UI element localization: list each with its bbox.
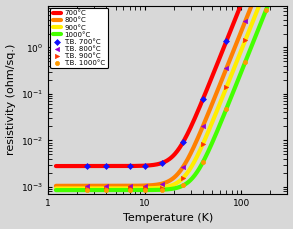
T.B. 1000°C [127,188,132,192]
1000°C [54,189,58,191]
800°C [179,169,182,172]
T.B. 1000°C [201,160,205,164]
Y-axis label: resistivity (ohm/sq.): resistivity (ohm/sq.) [6,44,16,155]
T.B. 900°C [142,187,147,190]
T.B. 700°C [224,39,229,43]
Line: 1000°C: 1000°C [56,0,286,190]
T.B. 900°C [84,187,89,190]
1000°C [243,63,246,65]
1000°C [191,176,195,179]
T.B. 800°C [142,184,147,187]
T.B. 800°C [243,19,248,23]
900°C [165,185,168,188]
700°C [191,121,195,124]
1000°C [179,185,182,188]
700°C [165,159,168,162]
700°C [179,145,182,148]
T.B. 800°C [224,67,229,70]
T.B. 700°C [127,164,132,168]
T.B. 800°C [181,165,185,169]
T.B. 1000°C [243,60,248,63]
T.B. 1000°C [224,107,229,111]
T.B. 1000°C [264,8,268,12]
T.B. 900°C [159,186,164,189]
T.B. 800°C [159,182,164,185]
T.B. 900°C [127,187,132,190]
900°C [163,186,167,188]
Legend: 700°C, 800°C, 900°C, 1000°C, T.B. 700°C, T.B. 800°C, T.B. 900°C, T.B. 1000°C: 700°C, 800°C, 900°C, 1000°C, T.B. 700°C,… [50,8,108,68]
T.B. 700°C [159,161,164,165]
T.B. 1000°C [181,184,185,187]
Line: 800°C: 800°C [56,0,286,186]
800°C [243,22,246,25]
T.B. 900°C [104,187,109,190]
800°C [163,181,167,184]
1000°C [165,188,168,191]
Line: 900°C: 900°C [56,0,286,188]
T.B. 900°C [224,86,229,89]
T.B. 800°C [127,184,132,188]
T.B. 700°C [84,164,89,168]
1000°C [163,188,167,191]
T.B. 900°C [181,176,185,180]
T.B. 700°C [181,140,185,144]
700°C [54,165,58,167]
900°C [54,187,58,190]
T.B. 1000°C [84,188,89,192]
800°C [54,185,58,187]
T.B. 700°C [201,97,205,101]
T.B. 800°C [201,124,205,128]
T.B. 900°C [243,38,248,42]
800°C [165,181,168,183]
900°C [243,41,246,44]
700°C [163,160,167,163]
T.B. 700°C [104,164,109,168]
Line: 700°C: 700°C [56,0,286,166]
900°C [191,163,195,166]
T.B. 1000°C [142,188,147,192]
T.B. 1000°C [159,188,164,192]
T.B. 900°C [201,142,205,146]
T.B. 700°C [142,164,147,167]
T.B. 800°C [104,184,109,188]
800°C [191,147,195,150]
T.B. 1000°C [104,188,109,192]
T.B. 800°C [84,184,89,188]
X-axis label: Temperature (K): Temperature (K) [123,213,213,224]
900°C [179,179,182,182]
